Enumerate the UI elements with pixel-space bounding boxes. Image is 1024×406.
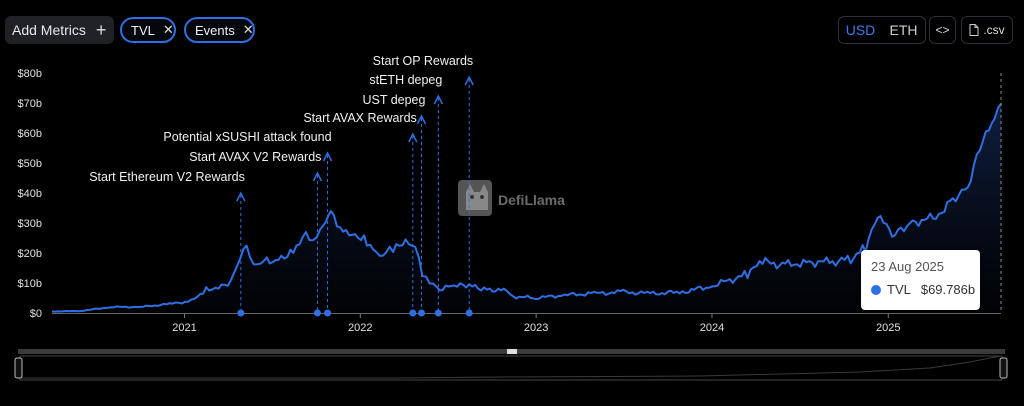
tvl-chart[interactable]: $0 $10b $20b $30b $40b $50b $60b $70b $80b 2021 2… — [0, 52, 1024, 406]
chart-toolbar: Add Metrics + TVL ✕ Events ✕ USD ETH <> … — [0, 0, 1024, 52]
metric-pill-events[interactable]: Events ✕ — [184, 17, 255, 43]
event-marker — [237, 309, 245, 317]
event-marker — [417, 309, 425, 317]
event-label: Potential xSUSHI attack found — [163, 130, 331, 144]
embed-button[interactable]: <> — [929, 16, 956, 44]
event-arrow-icon — [464, 75, 474, 86]
event-arrow-icon — [408, 132, 418, 143]
slider-window[interactable] — [19, 355, 1003, 381]
series-dot-icon — [871, 284, 881, 295]
tooltip-value: $69.786b — [920, 282, 976, 297]
tvl-line — [51, 103, 1002, 313]
tooltip-series: TVL — [887, 282, 911, 297]
tooltip-date: 23 Aug 2025 — [871, 259, 945, 274]
y-tick-label: $30b — [18, 218, 42, 230]
y-tick-label: $10b — [18, 278, 42, 290]
metric-pill-label: Events — [195, 22, 235, 38]
close-icon[interactable]: ✕ — [162, 22, 174, 37]
chart-tooltip: 23 Aug 2025 TVL $69.786b — [861, 250, 980, 310]
event-marker — [465, 309, 473, 317]
metric-pill-label: TVL — [131, 22, 155, 38]
event-marker — [313, 309, 321, 317]
currency-eth-button[interactable]: ETH — [889, 22, 918, 38]
csv-label: .csv — [983, 23, 1005, 37]
event-arrow-icon — [322, 151, 333, 162]
watermark-text: DefiLlama — [498, 192, 565, 208]
watermark: DefiLlama — [458, 180, 565, 216]
y-tick-label: $80b — [18, 68, 42, 80]
tvl-area — [52, 103, 1001, 313]
event-marker — [409, 309, 417, 317]
y-tick-label: $50b — [18, 158, 42, 170]
x-tick-label: 2022 — [348, 322, 372, 334]
currency-toggle: USD ETH — [838, 16, 926, 44]
slider-grip[interactable] — [507, 349, 517, 354]
event-label: Start Ethereum V2 Rewards — [89, 170, 245, 184]
event-arrow-icon — [312, 171, 323, 182]
event-label: Start AVAX Rewards — [303, 111, 416, 125]
y-tick-label: $40b — [18, 188, 42, 200]
slider-mini-line — [20, 355, 1001, 379]
currency-usd-button[interactable]: USD — [845, 22, 876, 38]
code-icon: <> — [935, 23, 950, 37]
add-metrics-label: Add Metrics — [12, 22, 86, 38]
y-tick-label: $60b — [18, 128, 42, 140]
event-marker — [324, 309, 332, 317]
tooltip-row: TVL $69.786b — [871, 282, 980, 297]
event-label: Start AVAX V2 Rewards — [189, 150, 321, 164]
file-icon — [969, 24, 979, 36]
y-axis: $0 $10b $20b $30b $40b $50b $60b $70b $80b — [18, 68, 42, 320]
x-tick-label: 2025 — [876, 322, 900, 334]
event-arrow-icon — [236, 191, 246, 202]
csv-download-button[interactable]: .csv — [961, 16, 1013, 44]
y-tick-label: $0 — [30, 308, 42, 320]
event-arrow-icon — [416, 114, 427, 125]
events-layer: Start Ethereum V2 Rewards Start AVAX V2 R… — [89, 54, 474, 317]
event-label: UST depeg — [362, 93, 425, 107]
add-metrics-button[interactable]: Add Metrics + — [5, 16, 115, 44]
x-tick-label: 2023 — [524, 322, 548, 334]
slider-right-handle[interactable] — [999, 357, 1008, 379]
y-tick-label: $20b — [18, 248, 42, 260]
metric-pill-tvl[interactable]: TVL ✕ — [120, 17, 176, 43]
chart-svg: $0$10b$20b$30b$40b$50b$60b$70b$80b 2021 2… — [14, 54, 1008, 381]
range-slider[interactable] — [14, 349, 1008, 381]
event-label: stETH depeg — [369, 73, 442, 87]
event-arrow-icon — [433, 94, 444, 105]
slider-left-handle[interactable] — [14, 357, 23, 379]
x-tick-label: 2024 — [700, 322, 724, 334]
llama-logo-icon — [458, 180, 492, 216]
event-label: Start OP Rewards — [373, 54, 474, 68]
close-icon[interactable]: ✕ — [242, 22, 254, 37]
plus-icon: + — [95, 20, 107, 40]
x-tick-label: 2021 — [172, 322, 196, 334]
x-axis: 2021 2022 2023 2024 2025 — [52, 313, 1001, 334]
y-tick-label: $70b — [18, 98, 42, 110]
event-marker — [434, 309, 442, 317]
